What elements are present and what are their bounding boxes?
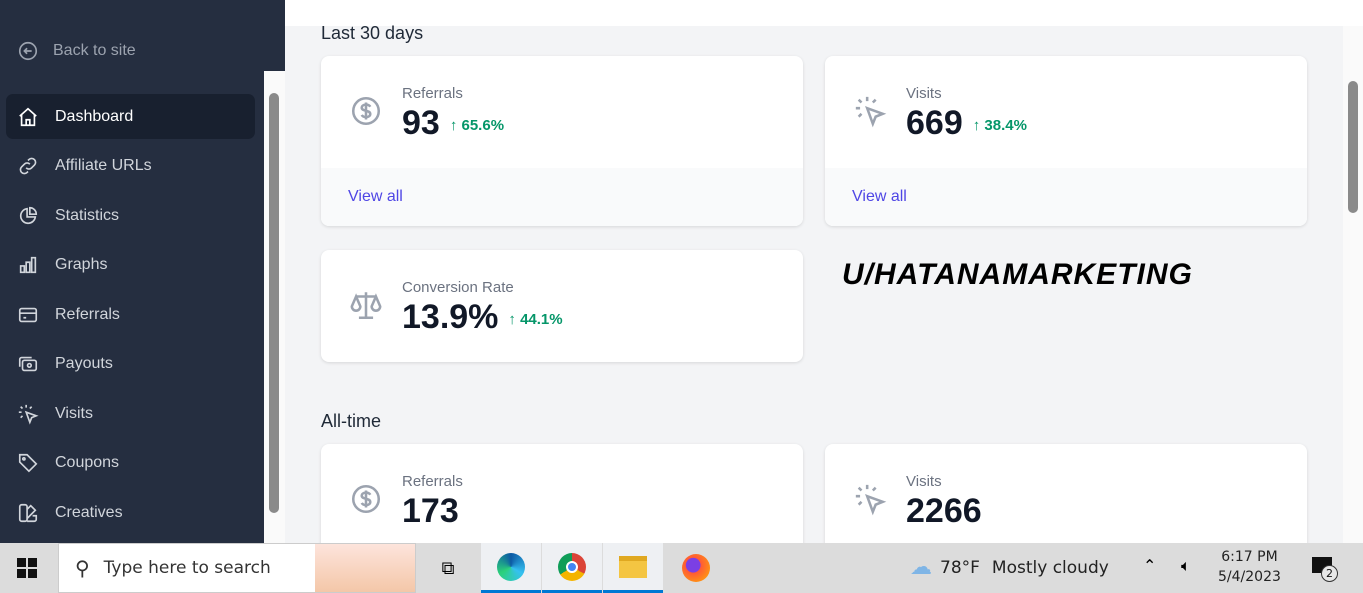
home-icon (17, 106, 39, 128)
search-highlight-image (315, 544, 415, 592)
sidebar-item-label: Creatives (55, 503, 123, 521)
clock-date: 5/4/2023 (1218, 569, 1281, 585)
back-to-site-link[interactable]: Back to site (17, 40, 136, 62)
section-title-all-time: All-time (321, 411, 382, 431)
sidebar-item-label: Dashboard (55, 107, 134, 125)
arrow-circle-left-icon (17, 40, 39, 62)
link-icon (17, 155, 39, 177)
sidebar-nav: Dashboard Affiliate URLs Statistics Grap… (6, 94, 255, 540)
sidebar-item-label: Visits (55, 404, 93, 422)
sidebar-item-label: Statistics (55, 206, 120, 224)
speaker-icon[interactable]: 🔈︎ (1181, 556, 1191, 575)
main-scrollbar-thumb[interactable] (1348, 81, 1358, 213)
firefox-browser-icon[interactable] (666, 543, 726, 593)
card-value: 2266 (906, 492, 982, 530)
section-title-last-30-days: Last 30 days (321, 23, 424, 43)
cursor-click-icon (853, 94, 887, 128)
search-placeholder: Type here to search (103, 558, 271, 578)
back-label: Back to site (53, 42, 136, 59)
sidebar-item-coupons[interactable]: Coupons (6, 441, 255, 486)
weather-widget[interactable]: ☁ 78°F Mostly cloudy (910, 555, 1109, 580)
sidebar-item-dashboard[interactable]: Dashboard (6, 94, 255, 139)
arrow-up-icon: ↑ (972, 116, 981, 134)
card-value: 93 (402, 104, 440, 142)
delta-value: 38.4% (984, 116, 1027, 134)
color-swatch-icon (17, 502, 39, 524)
chevron-up-icon[interactable]: ⌃ (1143, 556, 1157, 575)
card-label: Conversion Rate (402, 279, 514, 296)
view-all-referrals-link[interactable]: View all (348, 188, 403, 205)
bar-chart-icon (17, 254, 39, 276)
sidebar-item-label: Affiliate URLs (55, 157, 152, 174)
cursor-click-icon (853, 482, 887, 516)
sidebar-item-graphs[interactable]: Graphs (6, 243, 255, 288)
card-label: Referrals (402, 85, 463, 102)
sidebar: Back to site Dashboard Affiliate URLs St… (0, 0, 285, 543)
search-icon: ⚲ (75, 556, 90, 580)
scale-icon (349, 288, 383, 322)
notification-count: 2 (1321, 565, 1338, 582)
card-visits-all-time: Visits 2266 (825, 444, 1307, 554)
file-explorer-icon[interactable] (603, 543, 663, 593)
sidebar-item-visits[interactable]: Visits (6, 391, 255, 436)
notification-center-icon[interactable]: 2 (1312, 557, 1338, 582)
temperature: 78°F (940, 557, 980, 578)
taskbar: ⚲ Type here to search ⧉ ☁ 78°F Mostly cl… (0, 543, 1363, 593)
sidebar-item-payouts[interactable]: Payouts (6, 342, 255, 387)
sidebar-item-affiliate-urls[interactable]: Affiliate URLs (6, 144, 255, 189)
delta-value: 65.6% (461, 116, 505, 134)
edge-browser-icon[interactable] (481, 543, 541, 593)
card-conversion-rate-30d: Conversion Rate 13.9% ↑ 44.1% (321, 250, 803, 362)
arrow-up-icon: ↑ (508, 310, 516, 328)
card-value: 13.9% (402, 298, 499, 336)
taskbar-search-box[interactable]: ⚲ Type here to search (58, 543, 416, 593)
card-label: Visits (906, 473, 942, 490)
card-visits-30d: Visits 669 ↑ 38.4% View all (825, 56, 1307, 226)
sidebar-item-referrals[interactable]: Referrals (6, 292, 255, 337)
arrow-up-icon: ↑ (449, 116, 458, 134)
card-label: Referrals (402, 473, 463, 490)
task-view-icon[interactable]: ⧉ (441, 557, 455, 579)
sidebar-item-label: Coupons (55, 454, 120, 471)
sidebar-scrollbar[interactable] (264, 71, 285, 543)
view-all-visits-link[interactable]: View all (852, 188, 907, 205)
sidebar-item-label: Payouts (55, 355, 113, 372)
card-referrals-30d: Referrals 93 ↑ 65.6% View all (321, 56, 803, 226)
card-label: Visits (906, 85, 942, 102)
windows-start-icon[interactable] (17, 558, 37, 578)
cloudy-weather-icon: ☁ (910, 555, 932, 580)
watermark-text: U/HATANAMARKETING (842, 258, 1193, 291)
card-value: 669 (906, 104, 963, 142)
delta-value: 44.1% (520, 310, 563, 328)
delta-badge: ↑ 38.4% (973, 117, 1027, 134)
pie-chart-icon (17, 205, 39, 227)
currency-dollar-icon (349, 482, 383, 516)
currency-dollar-icon (349, 94, 383, 128)
card-referrals-all-time: Referrals 173 (321, 444, 803, 554)
sidebar-item-creatives[interactable]: Creatives (6, 490, 255, 535)
credit-card-icon (17, 304, 39, 326)
tag-icon (17, 452, 39, 474)
sidebar-item-label: Graphs (55, 256, 108, 273)
top-bar (285, 0, 1363, 26)
clock-time: 6:17 PM (1221, 549, 1278, 565)
card-value: 173 (402, 492, 459, 530)
delta-badge: ↑ 65.6% (450, 117, 504, 134)
sidebar-item-label: Referrals (55, 305, 120, 323)
sidebar-scrollbar-thumb[interactable] (269, 93, 279, 513)
chrome-browser-icon[interactable] (542, 543, 602, 593)
sidebar-item-statistics[interactable]: Statistics (6, 193, 255, 238)
clock[interactable]: 6:17 PM 5/4/2023 (1218, 547, 1281, 587)
cash-icon (17, 353, 39, 375)
delta-badge: ↑ 44.1% (508, 311, 562, 328)
cursor-click-icon (17, 403, 39, 425)
weather-condition: Mostly cloudy (991, 557, 1109, 578)
main-scrollbar[interactable] (1343, 26, 1363, 543)
